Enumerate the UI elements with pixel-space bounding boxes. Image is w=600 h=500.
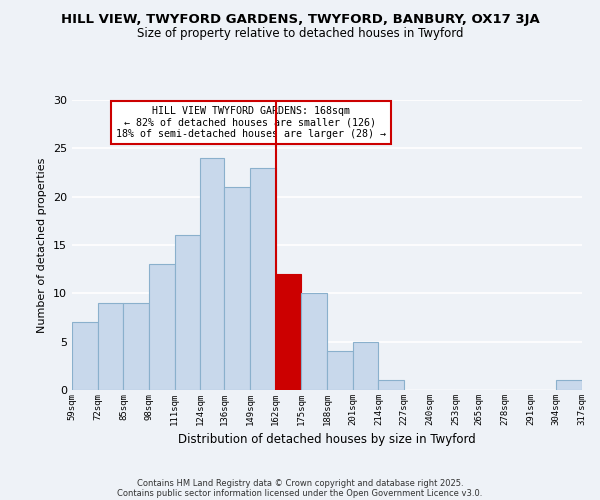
Bar bbox=[175, 236, 200, 390]
Bar bbox=[250, 168, 275, 390]
Bar bbox=[301, 294, 327, 390]
X-axis label: Distribution of detached houses by size in Twyford: Distribution of detached houses by size … bbox=[178, 434, 476, 446]
Text: Contains public sector information licensed under the Open Government Licence v3: Contains public sector information licen… bbox=[118, 488, 482, 498]
Bar bbox=[149, 264, 175, 390]
Text: HILL VIEW, TWYFORD GARDENS, TWYFORD, BANBURY, OX17 3JA: HILL VIEW, TWYFORD GARDENS, TWYFORD, BAN… bbox=[61, 12, 539, 26]
Bar bbox=[275, 274, 301, 390]
Bar bbox=[353, 342, 379, 390]
Bar bbox=[72, 322, 98, 390]
Text: HILL VIEW TWYFORD GARDENS: 168sqm
← 82% of detached houses are smaller (126)
18%: HILL VIEW TWYFORD GARDENS: 168sqm ← 82% … bbox=[115, 106, 386, 139]
Bar bbox=[556, 380, 582, 390]
Bar bbox=[200, 158, 224, 390]
Bar bbox=[224, 187, 250, 390]
Text: Size of property relative to detached houses in Twyford: Size of property relative to detached ho… bbox=[137, 28, 463, 40]
Bar bbox=[124, 303, 149, 390]
Bar bbox=[379, 380, 404, 390]
Text: Contains HM Land Registry data © Crown copyright and database right 2025.: Contains HM Land Registry data © Crown c… bbox=[137, 478, 463, 488]
Bar bbox=[98, 303, 124, 390]
Bar bbox=[327, 352, 353, 390]
Y-axis label: Number of detached properties: Number of detached properties bbox=[37, 158, 47, 332]
